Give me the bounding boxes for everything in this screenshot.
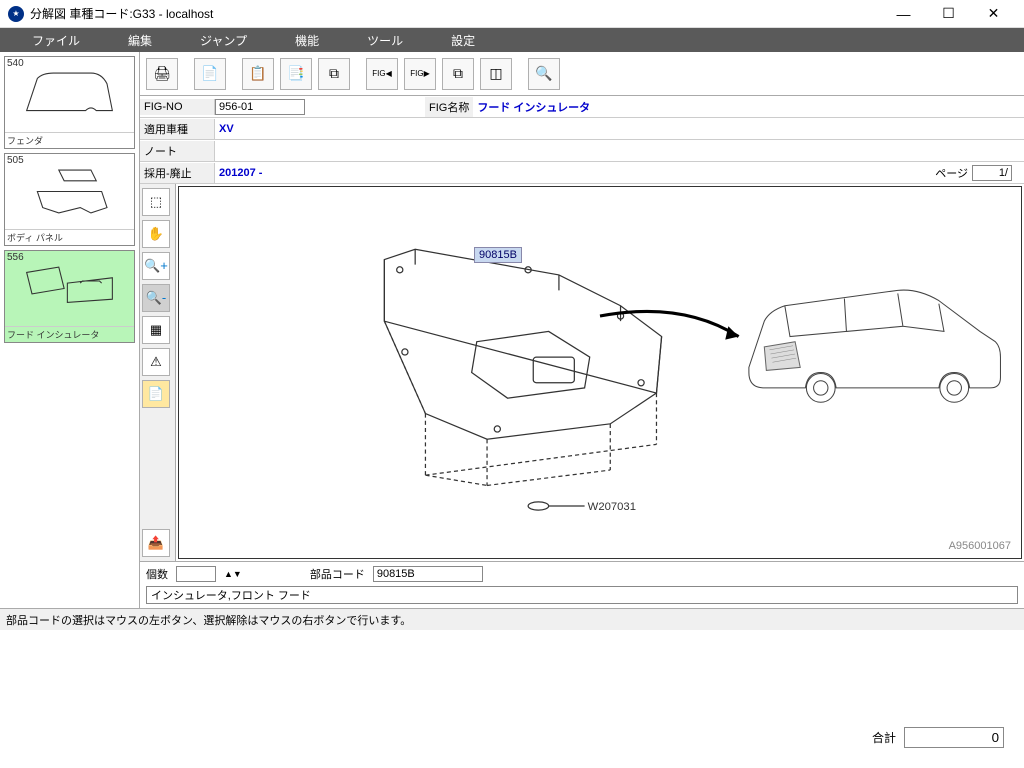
titlebar: ★ 分解図 車種コード:G33 - localhost — ☐ ✕ <box>0 0 1024 28</box>
thumbnail-sidebar: 540 フェンダ 505 ボディ パネル 556 フード インシュレータ <box>0 52 140 608</box>
info-row-note: ノート <box>140 140 1024 162</box>
minimize-button[interactable]: — <box>881 0 926 28</box>
viewer-area: ⬚ ✋ 🔍+ 🔍- ▦ ⚠ 📄 📤 90815B <box>140 184 1024 561</box>
viewer-toolbar: ⬚ ✋ 🔍+ 🔍- ▦ ⚠ 📄 📤 <box>140 184 176 561</box>
footer-total: 合計 <box>872 727 1004 748</box>
copy-icon[interactable]: ⧉ <box>318 58 350 90</box>
pan-icon[interactable]: ✋ <box>142 220 170 248</box>
fig-name-label: FIG名称 <box>425 97 473 117</box>
zoom-in-icon[interactable]: 🔍+ <box>142 252 170 280</box>
code-input[interactable] <box>373 566 483 582</box>
description-box[interactable] <box>146 586 1018 604</box>
info-row-figno: FIG-NO FIG名称 フード インシュレータ <box>140 96 1024 118</box>
doc-icon[interactable]: 📄 <box>194 58 226 90</box>
model-label: 適用車種 <box>140 119 215 139</box>
thumb-number: 505 <box>7 155 24 166</box>
window-controls: — ☐ ✕ <box>881 0 1016 28</box>
window-icon[interactable]: ◫ <box>480 58 512 90</box>
bottom-panel: 個数 ▲▼ 部品コード <box>140 561 1024 608</box>
diagram-ref-id: A956001067 <box>949 540 1011 552</box>
thumb-number: 556 <box>7 252 24 263</box>
main-toolbar: 🖨 📄 📋 📑 ⧉ FIG◀ FIG▶ ⧉ ◫ 🔍 <box>140 52 1024 96</box>
window-title: 分解図 車種コード:G33 - localhost <box>30 5 881 22</box>
page-info: ページ <box>935 165 1024 181</box>
qty-stepper[interactable]: ▲▼ <box>224 569 242 579</box>
thumb-image <box>5 57 134 132</box>
washer-ref-text: W207031 <box>588 501 636 513</box>
main-panel: 🖨 📄 📋 📑 ⧉ FIG◀ FIG▶ ⧉ ◫ 🔍 FIG-NO FIG名称 フ… <box>140 52 1024 608</box>
fig-name-value: フード インシュレータ <box>473 97 594 117</box>
status-text: 部品コードの選択はマウスの左ボタン、選択解除はマウスの右ボタンで行います。 <box>6 615 411 627</box>
warning-icon[interactable]: ⚠ <box>142 348 170 376</box>
adopt-label: 採用-廃止 <box>140 163 215 183</box>
close-button[interactable]: ✕ <box>971 0 1016 28</box>
thumbnail-505[interactable]: 505 ボディ パネル <box>4 153 135 246</box>
note-label: ノート <box>140 141 215 161</box>
link-icon[interactable]: ⧉ <box>442 58 474 90</box>
fig-no-label: FIG-NO <box>140 99 215 115</box>
list1-icon[interactable]: 📋 <box>242 58 274 90</box>
search-icon[interactable]: 🔍 <box>528 58 560 90</box>
page-label: ページ <box>935 165 968 181</box>
qty-label: 個数 <box>146 566 168 582</box>
page-input[interactable] <box>972 165 1012 181</box>
thumb-image <box>5 251 134 326</box>
statusbar: 部品コードの選択はマウスの左ボタン、選択解除はマウスの右ボタンで行います。 <box>0 608 1024 630</box>
part-callout[interactable]: 90815B <box>474 247 522 263</box>
info-row-adopt: 採用-廃止 201207 - ページ <box>140 162 1024 184</box>
thumb-number: 540 <box>7 58 24 69</box>
menu-file[interactable]: ファイル <box>8 28 104 53</box>
menu-function[interactable]: 機能 <box>271 28 343 53</box>
export-icon[interactable]: 📤 <box>142 529 170 557</box>
select-icon[interactable]: ⬚ <box>142 188 170 216</box>
thumbnail-556[interactable]: 556 フード インシュレータ <box>4 250 135 343</box>
thumb-label: フェンダ <box>5 132 134 148</box>
content-area: 540 フェンダ 505 ボディ パネル 556 フード インシュレータ 🖨 📄 <box>0 52 1024 608</box>
menu-tool[interactable]: ツール <box>343 28 427 53</box>
fit-icon[interactable]: ▦ <box>142 316 170 344</box>
adopt-value: 201207 - <box>215 165 266 181</box>
note-value <box>215 149 223 153</box>
fig-next-icon[interactable]: FIG▶ <box>404 58 436 90</box>
menu-edit[interactable]: 編集 <box>104 28 176 53</box>
thumbnail-540[interactable]: 540 フェンダ <box>4 56 135 149</box>
menubar: ファイル 編集 ジャンプ 機能 ツール 設定 <box>0 28 1024 52</box>
fig-prev-icon[interactable]: FIG◀ <box>366 58 398 90</box>
qty-input[interactable] <box>176 566 216 582</box>
zoom-out-icon[interactable]: 🔍- <box>142 284 170 312</box>
thumb-label: フード インシュレータ <box>5 326 134 342</box>
note-icon[interactable]: 📄 <box>142 380 170 408</box>
menu-jump[interactable]: ジャンプ <box>176 28 271 53</box>
fig-no-input[interactable] <box>215 99 305 115</box>
info-row-model: 適用車種 XV <box>140 118 1024 140</box>
total-label: 合計 <box>872 729 896 746</box>
maximize-button[interactable]: ☐ <box>926 0 971 28</box>
print-icon[interactable]: 🖨 <box>146 58 178 90</box>
total-input <box>904 727 1004 748</box>
diagram-canvas[interactable]: 90815B <box>178 186 1022 559</box>
part-entry-row: 個数 ▲▼ 部品コード <box>146 566 1018 582</box>
app-icon: ★ <box>8 6 24 22</box>
model-value: XV <box>215 121 238 137</box>
code-label: 部品コード <box>310 566 365 582</box>
menu-settings[interactable]: 設定 <box>427 28 499 53</box>
thumb-image <box>5 154 134 229</box>
diagram-svg: W207031 <box>179 187 1021 558</box>
list2-icon[interactable]: 📑 <box>280 58 312 90</box>
thumb-label: ボディ パネル <box>5 229 134 245</box>
